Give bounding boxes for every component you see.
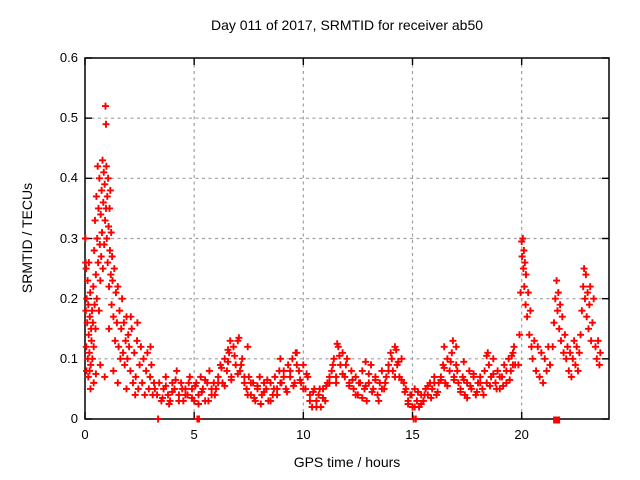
x-tick-label: 20 xyxy=(514,427,529,442)
y-tick-label: 0.5 xyxy=(59,110,78,126)
y-tick-label: 0.2 xyxy=(59,290,78,306)
x-axis-title: GPS time / hours xyxy=(293,454,401,470)
y-tick-label: 0.1 xyxy=(59,350,78,366)
scatter-points-plus xyxy=(81,102,604,423)
x-tick-label: 10 xyxy=(296,427,311,442)
y-tick-label: 0 xyxy=(70,411,78,426)
chart-title: Day 011 of 2017, SRMTID for receiver ab5… xyxy=(210,17,484,33)
y-tick-label: 0.4 xyxy=(59,170,78,186)
x-tick-label: 15 xyxy=(405,427,420,442)
x-tick-label: 0 xyxy=(81,427,89,442)
y-tick-label: 0.6 xyxy=(59,50,78,65)
x-tick-label: 5 xyxy=(190,427,198,442)
scatter-point-square xyxy=(553,416,561,424)
y-tick-label: 0.3 xyxy=(59,230,78,246)
